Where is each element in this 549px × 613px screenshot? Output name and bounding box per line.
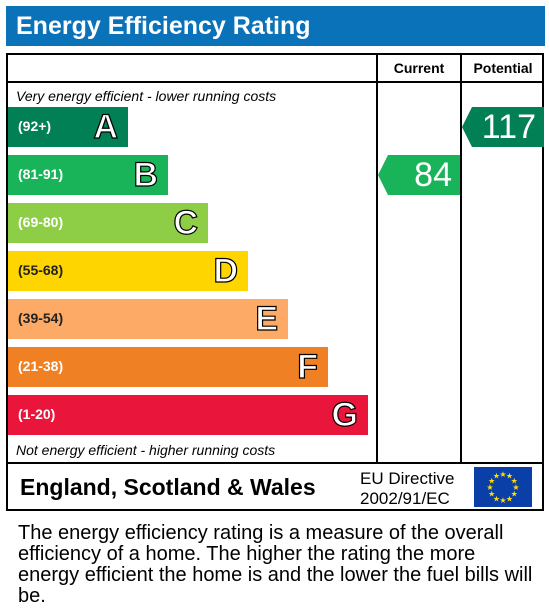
band-letter-d: D (213, 251, 239, 290)
band-bar-b: (81-91) B (8, 155, 168, 195)
band-letter-e: E (255, 299, 279, 338)
band-range-a: (92+) (18, 118, 52, 134)
eu-directive-line1: EU Directive (360, 469, 455, 488)
eu-star: ★ (512, 483, 519, 492)
region-label: England, Scotland & Wales (20, 474, 316, 500)
eu-star: ★ (486, 483, 493, 492)
eu-directive-line2: 2002/91/EC (360, 489, 450, 508)
eu-star: ★ (488, 490, 495, 499)
band-range-b: (81-91) (18, 166, 64, 182)
band-range-f: (21-38) (18, 358, 64, 374)
band-bar-c: (69-80) C (8, 203, 208, 243)
potential-rating-value: 117 (481, 108, 536, 146)
chart-title: Energy Efficiency Rating (16, 12, 311, 40)
band-range-e: (39-54) (18, 310, 64, 326)
description-text: The energy efficiency rating is a measur… (18, 522, 533, 607)
eu-star: ★ (506, 494, 513, 503)
band-letter-g: G (331, 395, 359, 434)
top-note: Very energy efficient - lower running co… (16, 88, 277, 104)
header-bar: Energy Efficiency Rating (6, 6, 545, 46)
band-letter-b: B (133, 155, 159, 194)
band-letter-f: F (297, 347, 319, 386)
band-letter-c: C (173, 203, 199, 242)
band-range-g: (1-20) (18, 406, 56, 422)
eu-star: ★ (488, 477, 495, 486)
header-divider (6, 81, 544, 83)
band-bar-g: (1-20) G (8, 395, 368, 435)
band-bar-f: (21-38) F (8, 347, 328, 387)
current-rating-value: 84 (414, 156, 452, 194)
eu-star: ★ (511, 490, 518, 499)
band-range-d: (55-68) (18, 262, 64, 278)
band-letter-a: A (93, 107, 119, 146)
current-rating-marker: 84 (378, 155, 460, 195)
eu-star: ★ (493, 494, 500, 503)
rating-table (6, 53, 544, 511)
eu-star: ★ (499, 496, 506, 505)
eu-star: ★ (506, 472, 513, 481)
eu-flag-icon: ★ ★ ★ ★ ★ ★ ★ ★ ★ ★ ★ ★ (474, 467, 532, 507)
potential-rating-marker: 117 (462, 107, 544, 147)
eu-star: ★ (511, 477, 518, 486)
eu-directive: EU Directive 2002/91/EC (360, 469, 454, 509)
band-bar-d: (55-68) D (8, 251, 248, 291)
eu-star: ★ (493, 472, 500, 481)
band-bar-a: (92+) A (8, 107, 128, 147)
footer-divider (6, 462, 544, 464)
bottom-note: Not energy efficient - higher running co… (16, 442, 276, 458)
band-bar-e: (39-54) E (8, 299, 288, 339)
current-column-divider (376, 53, 378, 464)
band-range-c: (69-80) (18, 214, 64, 230)
potential-column-divider (460, 53, 462, 464)
eu-star: ★ (499, 470, 506, 479)
current-column-header: Current (393, 60, 445, 76)
potential-column-header: Potential (473, 60, 533, 76)
